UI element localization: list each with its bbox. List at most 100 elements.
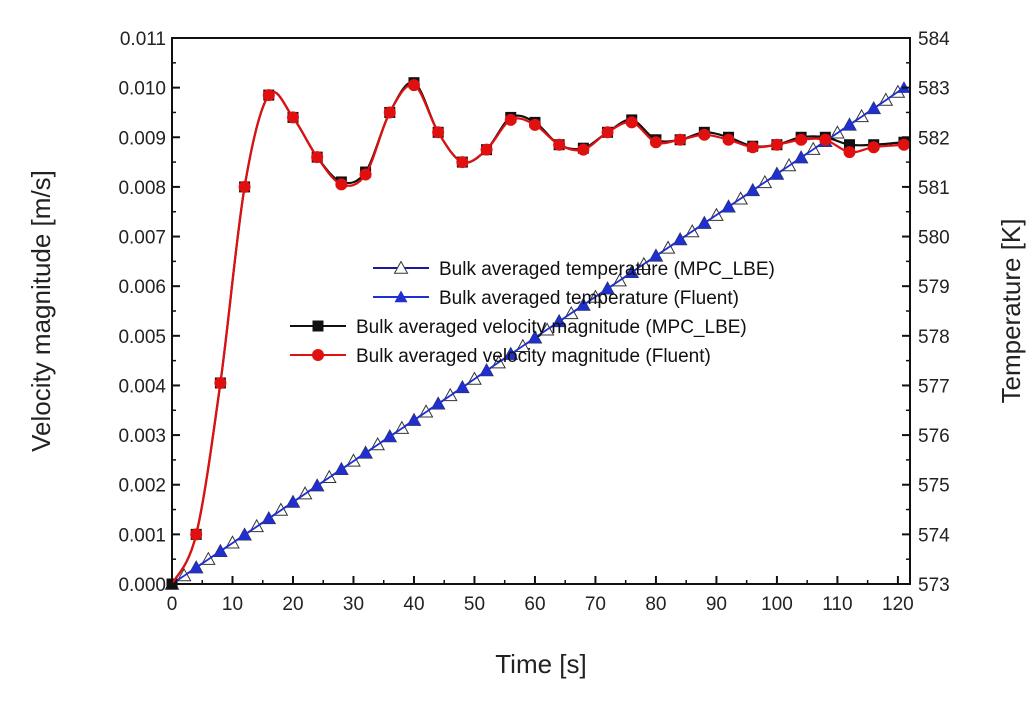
y2-axis-label: Temperature [K] — [996, 219, 1026, 404]
x-tick-label: 100 — [761, 594, 793, 615]
circle-marker — [674, 133, 687, 146]
y2-tick-label: 573 — [918, 575, 950, 596]
series-3 — [171, 79, 910, 585]
y-tick-label: 0.003 — [118, 426, 166, 447]
triangle-marker — [673, 233, 687, 245]
triangle-marker — [794, 151, 808, 163]
legend: Bulk averaged temperature (MPC_LBE) Bulk … — [290, 259, 775, 367]
circle-marker — [359, 168, 372, 181]
square-marker — [844, 139, 856, 151]
circle-marker — [722, 133, 735, 146]
triangle-marker — [213, 544, 227, 557]
y2-tick-label: 575 — [918, 476, 950, 497]
circle-marker — [480, 143, 493, 156]
circle-marker — [649, 136, 662, 149]
y-tick-label: 0.002 — [118, 476, 166, 497]
triangle-marker — [528, 331, 542, 344]
legend-item: Bulk averaged velocity magnitude (MPC_LB… — [290, 317, 747, 338]
circle-marker — [383, 106, 396, 119]
legend-label: Bulk averaged velocity magnitude (Fluent… — [356, 346, 711, 367]
y-tick-label: 0.001 — [118, 525, 166, 546]
y-tick-label: 0.008 — [118, 178, 166, 199]
y-tick-label: 0.004 — [118, 376, 166, 397]
y-tick-label: 0.010 — [118, 79, 166, 100]
y-tick-label: 0.009 — [118, 128, 166, 149]
y2-tick-label: 578 — [918, 327, 950, 348]
legend-label: Bulk averaged velocity magnitude (MPC_LB… — [356, 317, 747, 338]
x-tick-label: 50 — [464, 594, 485, 615]
circle-marker — [867, 141, 880, 154]
y2-tick-label: 582 — [918, 128, 950, 149]
circle-marker — [262, 89, 275, 102]
x-tick-label: 20 — [282, 594, 303, 615]
circle-marker — [770, 138, 783, 151]
circle-marker — [190, 528, 203, 541]
x-tick-label: 110 — [822, 594, 852, 615]
y2-tick-label: 579 — [918, 277, 950, 298]
triangle-marker — [262, 511, 276, 524]
y2-tick-label: 584 — [918, 29, 950, 50]
circle-marker — [456, 156, 469, 169]
circle-marker — [553, 138, 566, 151]
triangle-marker — [576, 298, 590, 311]
circle-marker — [746, 141, 759, 154]
y2-tick-label: 574 — [918, 525, 950, 546]
x-tick-label: 30 — [343, 594, 364, 615]
triangle-marker — [394, 290, 408, 303]
legend-item: Bulk averaged temperature (MPC_LBE) — [373, 259, 775, 280]
x-tick-label: 90 — [706, 594, 727, 615]
triangle-marker — [552, 314, 566, 327]
triangle-marker — [310, 479, 324, 491]
circle-marker — [407, 79, 420, 92]
x-tick-label: 120 — [882, 594, 914, 615]
triangle-marker — [504, 347, 518, 360]
circle-marker — [577, 143, 590, 156]
circle-marker — [897, 138, 910, 151]
triangle-marker — [334, 462, 348, 475]
circle-marker — [819, 133, 832, 146]
circle-marker — [698, 128, 711, 141]
legend-item: Bulk averaged velocity magnitude (Fluent… — [290, 346, 711, 367]
x-tick-label: 80 — [645, 594, 666, 615]
y-tick-label: 0.000 — [118, 575, 166, 596]
circle-marker — [601, 126, 614, 139]
triangle-marker — [286, 495, 300, 508]
x-axis-label: Time [s] — [495, 649, 586, 679]
triangle-marker — [455, 380, 469, 393]
y-tick-label: 0.005 — [118, 327, 166, 348]
triangle-marker — [770, 167, 784, 180]
circle-marker — [286, 111, 299, 124]
triangle-marker — [238, 528, 252, 541]
legend-item: Bulk averaged temperature (Fluent) — [373, 288, 739, 309]
circle-marker — [432, 126, 445, 139]
x-tick-label: 40 — [403, 594, 424, 615]
y-tick-label: 0.006 — [118, 277, 166, 298]
circle-marker — [528, 118, 541, 131]
circle-marker — [504, 113, 517, 126]
x-tick-label: 10 — [222, 594, 243, 615]
y2-tick-label: 583 — [918, 79, 950, 100]
triangle-marker — [383, 430, 397, 442]
triangle-marker — [407, 413, 421, 426]
y2-tick-label: 580 — [918, 228, 950, 249]
circle-marker — [843, 146, 856, 159]
y2-tick-label: 576 — [918, 426, 950, 447]
series-1 — [165, 81, 911, 590]
triangle-marker — [867, 101, 881, 114]
circle-marker — [238, 180, 251, 193]
x-tick-label: 70 — [585, 594, 606, 615]
y-tick-label: 0.007 — [118, 228, 166, 249]
circle-marker — [214, 376, 227, 389]
triangle-marker — [189, 561, 203, 573]
triangle-marker — [480, 364, 494, 376]
plot-frame — [171, 37, 911, 585]
triangle-marker — [746, 183, 760, 196]
triangle-marker — [697, 216, 711, 229]
y2-tick-label: 581 — [918, 178, 950, 199]
y-tick-label: 0.011 — [120, 29, 166, 50]
triangle-marker — [625, 265, 639, 278]
open-triangle-marker — [393, 260, 409, 274]
triangle-marker — [843, 118, 857, 131]
x-tick-label: 60 — [524, 594, 545, 615]
